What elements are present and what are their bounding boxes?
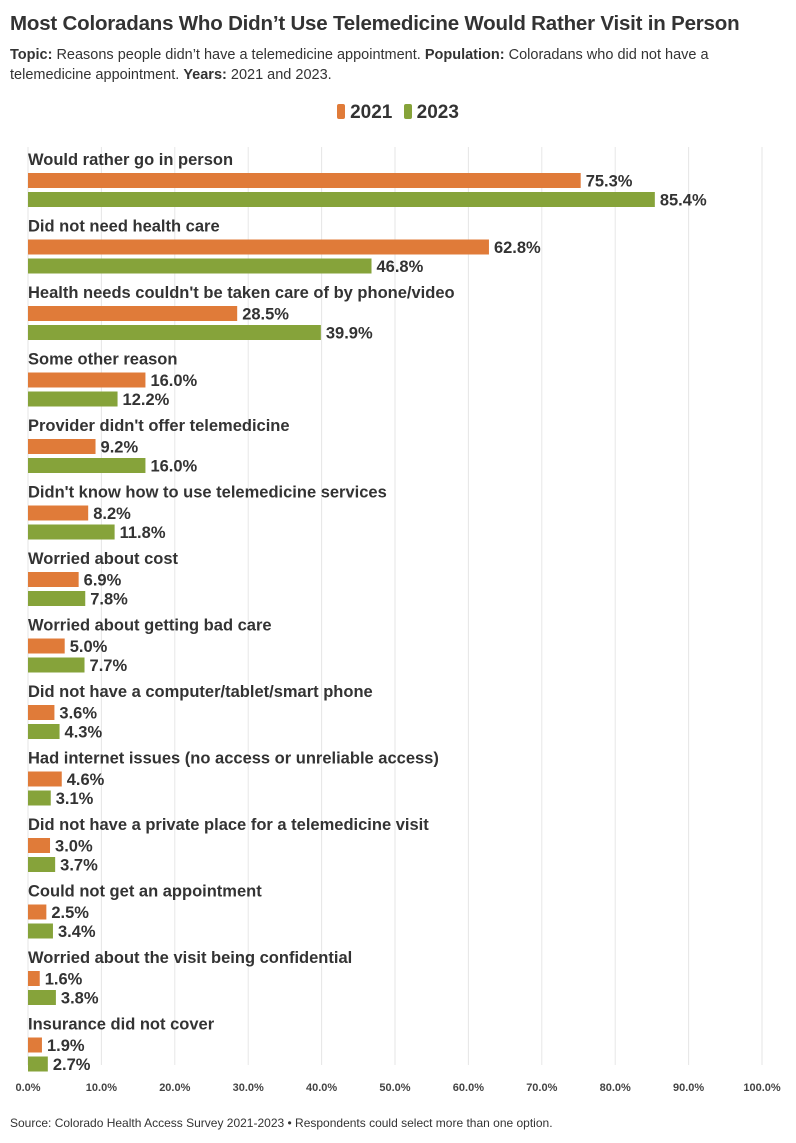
value-label-2021-13: 1.9%	[47, 1037, 85, 1055]
category-label: Health needs couldn't be taken care of b…	[28, 284, 455, 302]
category-label: Had internet issues (no access or unreli…	[28, 750, 439, 768]
source-note: Source: Colorado Health Access Survey 20…	[10, 1116, 553, 1130]
category-label: Did not have a computer/tablet/smart pho…	[28, 683, 373, 701]
category-label: Provider didn't offer telemedicine	[28, 417, 290, 435]
bar-2021-9	[28, 771, 62, 787]
value-label-2023-0: 85.4%	[660, 192, 707, 210]
legend-swatch-2023	[403, 104, 412, 119]
population-text: Coloradans who did not have a telemedici…	[10, 47, 709, 83]
x-tick-label-20: 20.0%	[159, 1082, 190, 1094]
bar-2021-4	[28, 439, 96, 454]
category-label: Worried about cost	[28, 550, 179, 568]
chart-legend: 2021 2023	[0, 102, 796, 124]
x-tick-label-70: 70.0%	[526, 1082, 557, 1094]
years-label: Years:	[183, 67, 227, 83]
value-label-2021-1: 62.8%	[494, 239, 541, 257]
category-label: Worried about the visit being confidenti…	[28, 949, 352, 967]
bar-2023-12	[28, 990, 56, 1005]
category-label: Did not need health care	[28, 218, 220, 236]
value-label-2023-3: 12.2%	[123, 391, 170, 409]
value-label-2021-5: 8.2%	[93, 505, 131, 523]
value-label-2021-8: 3.6%	[59, 705, 97, 723]
bar-2023-0	[28, 192, 655, 207]
value-label-2021-6: 6.9%	[84, 572, 122, 590]
legend-swatch-2021	[337, 104, 346, 119]
value-label-2021-9: 4.6%	[67, 771, 105, 789]
x-tick-label-40: 40.0%	[306, 1082, 337, 1094]
bar-2023-9	[28, 790, 51, 806]
x-tick-label-10: 10.0%	[86, 1082, 117, 1094]
bar-2021-1	[28, 239, 489, 255]
value-label-2023-6: 7.8%	[90, 591, 128, 609]
category-label: Some other reason	[28, 351, 177, 369]
value-label-2021-12: 1.6%	[45, 971, 83, 989]
value-label-2021-11: 2.5%	[51, 904, 89, 922]
bar-2023-13	[28, 1056, 48, 1072]
x-tick-label-50: 50.0%	[379, 1082, 410, 1094]
x-tick-label-30: 30.0%	[233, 1082, 264, 1094]
value-label-2023-4: 16.0%	[150, 458, 197, 476]
category-label: Insurance did not cover	[28, 1016, 215, 1034]
bar-2021-6	[28, 572, 79, 587]
bar-2023-6	[28, 591, 86, 606]
x-tick-label-0: 0.0%	[15, 1082, 40, 1094]
bar-2021-7	[28, 638, 65, 654]
bar-2021-13	[28, 1037, 42, 1053]
bar-2023-10	[28, 857, 56, 872]
bar-2023-5	[28, 524, 115, 540]
chart-subtitle: Topic: Reasons people didn’t have a tele…	[10, 45, 780, 85]
value-label-2021-4: 9.2%	[101, 439, 139, 457]
value-label-2023-9: 3.1%	[56, 790, 94, 808]
bar-2021-12	[28, 971, 40, 986]
chart-title: Most Coloradans Who Didn’t Use Telemedic…	[10, 12, 740, 35]
bar-2023-3	[28, 391, 118, 407]
value-label-2023-8: 4.3%	[65, 724, 103, 742]
value-label-2023-11: 3.4%	[58, 923, 96, 941]
value-label-2021-10: 3.0%	[55, 838, 93, 856]
value-label-2023-5: 11.8%	[120, 524, 166, 542]
bar-2023-1	[28, 258, 372, 274]
x-tick-label-60: 60.0%	[453, 1082, 484, 1094]
bar-2021-3	[28, 372, 146, 388]
topic-text: Reasons people didn’t have a telemedicin…	[56, 47, 421, 63]
population-label: Population:	[424, 47, 505, 63]
value-label-2023-1: 46.8%	[377, 258, 424, 276]
bar-chart: 0.0% 10.0% 20.0% 30.0% 40.0% 50.0% 60.0% 70.0% 8…	[15, 147, 781, 1094]
bar-2021-10	[28, 838, 51, 853]
value-label-2023-13: 2.7%	[53, 1056, 91, 1074]
legend-item-2021: 2021	[337, 102, 392, 124]
bar-2023-4	[28, 458, 146, 473]
category-label: Worried about getting bad care	[28, 617, 272, 635]
category-label: Could not get an appointment	[28, 883, 262, 901]
value-label-2023-7: 7.7%	[90, 657, 128, 675]
bar-2021-0	[28, 173, 581, 188]
bar-2021-11	[28, 904, 47, 920]
bar-2021-5	[28, 505, 89, 521]
value-label-2021-0: 75.3%	[586, 173, 633, 191]
bar-2023-8	[28, 724, 60, 739]
legend-label-2023: 2023	[416, 102, 459, 123]
value-label-2021-7: 5.0%	[70, 638, 108, 656]
bar-2023-7	[28, 657, 85, 673]
value-label-2021-2: 28.5%	[242, 306, 289, 324]
bar-2023-2	[28, 325, 321, 340]
category-label: Did not have a private place for a telem…	[28, 816, 429, 834]
x-tick-label-80: 80.0%	[600, 1082, 631, 1094]
x-tick-label-90: 90.0%	[673, 1082, 704, 1094]
value-label-2021-3: 16.0%	[150, 372, 197, 390]
legend-label-2021: 2021	[350, 102, 393, 123]
bar-2021-8	[28, 705, 55, 720]
bar-2023-11	[28, 923, 53, 939]
value-label-2023-12: 3.8%	[61, 990, 99, 1008]
value-label-2023-10: 3.7%	[60, 857, 98, 875]
value-label-2023-2: 39.9%	[326, 325, 373, 343]
category-label: Would rather go in person	[28, 151, 233, 169]
topic-label: Topic:	[10, 47, 53, 63]
bar-2021-2	[28, 306, 238, 321]
years-text: 2021 and 2023.	[230, 67, 332, 83]
category-label: Didn't know how to use telemedicine serv…	[28, 484, 387, 502]
x-tick-label-100: 100.0%	[743, 1082, 781, 1094]
legend-item-2023: 2023	[403, 102, 459, 124]
